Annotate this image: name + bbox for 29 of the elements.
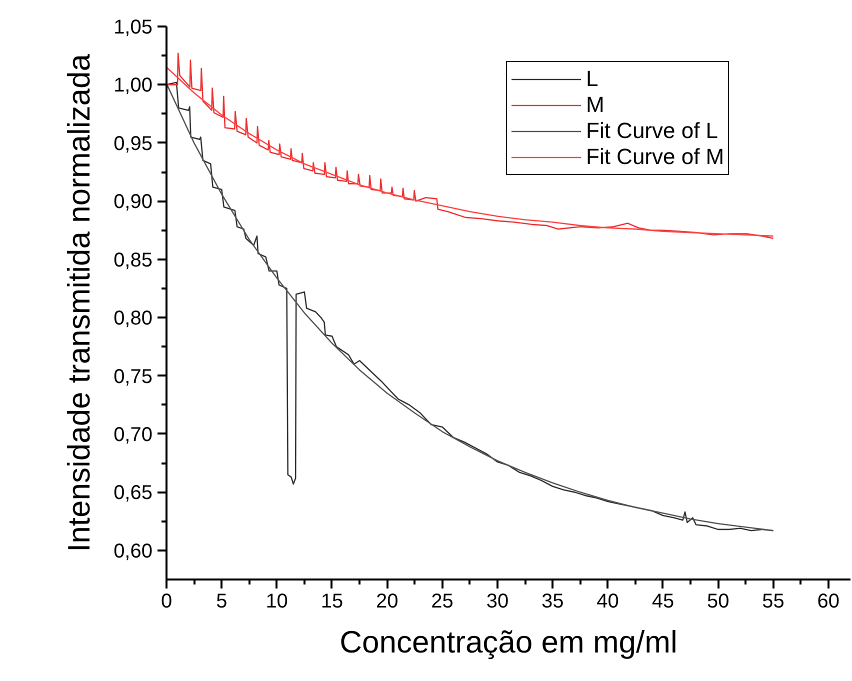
x-tick-label: 35	[542, 590, 564, 612]
x-tick-label: 15	[320, 590, 344, 612]
y-tick-label: 1,05	[114, 16, 153, 38]
y-tick-label: 0,85	[114, 249, 153, 272]
x-tick-label: 40	[596, 590, 619, 612]
y-tick-label: 0,70	[114, 424, 153, 446]
y-tick-label: 0,90	[114, 191, 153, 214]
x-tick-label: 20	[376, 590, 398, 612]
x-tick-label: 0	[160, 590, 172, 612]
x-tick-label: 10	[266, 590, 288, 612]
y-tick-label: 0,80	[114, 308, 153, 330]
y-tick-label: 0,75	[114, 366, 153, 388]
x-tick-label: 45	[652, 590, 674, 612]
x-tick-label: 5	[216, 590, 228, 612]
x-tick-label: 60	[817, 590, 840, 612]
legend-label: Fit Curve of M	[586, 144, 724, 170]
y-axis-title: Intensidade transmitida normalizada	[62, 53, 97, 552]
y-tick-label: 0,95	[114, 132, 153, 155]
x-axis-title: Concentração em mg/ml	[340, 624, 678, 660]
y-tick-label: 1,00	[114, 74, 153, 97]
y-tick-label: 0,60	[114, 540, 153, 562]
legend-label: L	[586, 66, 600, 92]
legend-label: M	[586, 92, 606, 118]
legend-label: Fit Curve of L	[586, 118, 718, 144]
y-tick-label: 0,65	[114, 482, 153, 504]
x-tick-label: 25	[431, 590, 454, 612]
x-tick-label: 30	[486, 590, 509, 612]
x-tick-label: 55	[762, 590, 784, 612]
x-tick-label: 50	[706, 590, 730, 612]
